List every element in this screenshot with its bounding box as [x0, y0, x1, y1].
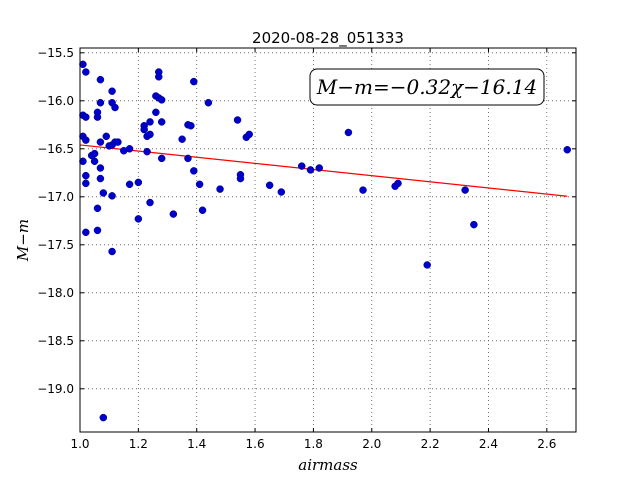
fit-equation: M−m=−0.32χ−16.14: [316, 75, 537, 99]
y-tick-label: −17.0: [37, 190, 74, 204]
x-axis-label: airmass: [298, 456, 358, 474]
x-tick-label: 2.6: [537, 437, 556, 451]
data-point: [90, 149, 99, 158]
data-point: [125, 145, 134, 153]
x-tick-label: 1.0: [70, 437, 89, 451]
y-tick-label: −18.0: [37, 286, 74, 300]
data-point: [134, 215, 143, 223]
data-point: [152, 108, 160, 117]
data-point: [306, 166, 315, 174]
data-point: [394, 179, 402, 188]
data-point: [563, 146, 571, 154]
fit-line-group: [79, 144, 568, 197]
y-tick-label: −16.0: [37, 94, 74, 108]
data-point: [297, 162, 306, 170]
data-point: [108, 247, 116, 256]
data-point: [146, 118, 154, 126]
data-point: [93, 204, 102, 213]
data-point: [96, 174, 105, 183]
x-tick-label: 1.4: [187, 437, 206, 451]
plot-background: [80, 48, 576, 432]
data-points: [79, 60, 571, 422]
chart-title: 2020-08-28_051333: [252, 29, 404, 48]
data-point: [93, 226, 102, 235]
annotation-frame: [309, 68, 545, 106]
axis-ticks: 1.0 1.2 1.4 1.6 1.8 2.0 2.2 2.4 2.6 −15.5 −16.0 −16…: [37, 46, 576, 451]
data-point: [277, 188, 286, 196]
data-point: [93, 113, 102, 121]
data-point: [198, 206, 207, 214]
data-point: [169, 210, 178, 218]
data-point: [125, 180, 134, 189]
data-point: [90, 157, 99, 166]
x-tick-label: 1.2: [129, 437, 148, 451]
data-point: [216, 185, 224, 193]
x-tick-label: 1.6: [246, 437, 265, 451]
data-point: [146, 198, 154, 207]
data-point: [82, 68, 90, 76]
data-point: [108, 192, 116, 200]
data-point: [82, 228, 90, 237]
data-point: [96, 164, 105, 172]
data-point: [108, 87, 116, 95]
data-point: [99, 189, 108, 197]
data-point: [265, 181, 274, 190]
data-point: [82, 136, 90, 144]
data-point: [190, 77, 198, 86]
data-point: [143, 147, 151, 156]
data-point: [96, 138, 105, 146]
data-point: [233, 116, 242, 124]
data-point: [461, 186, 469, 194]
data-point: [96, 98, 105, 107]
data-point: [157, 154, 166, 163]
data-point: [134, 178, 143, 187]
x-tick-label: 2.4: [479, 437, 498, 451]
data-point: [236, 174, 245, 183]
data-point: [114, 138, 122, 146]
data-point: [344, 128, 353, 137]
data-point: [184, 154, 192, 163]
data-point: [79, 157, 87, 166]
x-tick-label: 2.2: [421, 437, 440, 451]
y-tick-label: −19.0: [37, 382, 74, 396]
data-point: [423, 261, 431, 269]
data-point: [187, 122, 195, 130]
data-point: [155, 73, 163, 81]
data-point: [315, 164, 323, 172]
data-point: [79, 60, 87, 69]
annotation-box: M−m=−0.32χ−16.14: [309, 68, 545, 106]
y-tick-label: −15.5: [37, 46, 74, 60]
data-point: [204, 98, 213, 107]
data-point: [102, 132, 111, 141]
data-point: [359, 186, 367, 194]
data-point: [245, 130, 253, 139]
y-axis-label: M−m: [14, 219, 32, 262]
data-point: [190, 167, 198, 175]
y-tick-label: −16.5: [37, 142, 74, 156]
x-tick-label: 1.8: [304, 437, 323, 451]
data-point: [99, 413, 108, 422]
y-tick-label: −18.5: [37, 334, 74, 348]
data-point: [178, 135, 186, 143]
data-point: [195, 180, 204, 189]
data-point: [82, 113, 90, 121]
data-point: [111, 103, 119, 112]
data-point: [96, 75, 105, 84]
fit-line: [79, 144, 568, 197]
data-point: [140, 125, 148, 134]
x-tick-label: 2.0: [362, 437, 381, 451]
data-point: [157, 96, 166, 104]
data-point: [157, 118, 166, 126]
data-point: [470, 220, 478, 229]
plot-frame: [79, 47, 577, 433]
data-point: [82, 171, 90, 180]
y-tick-label: −17.5: [37, 238, 74, 252]
data-point: [146, 130, 154, 139]
data-point: [82, 179, 90, 188]
